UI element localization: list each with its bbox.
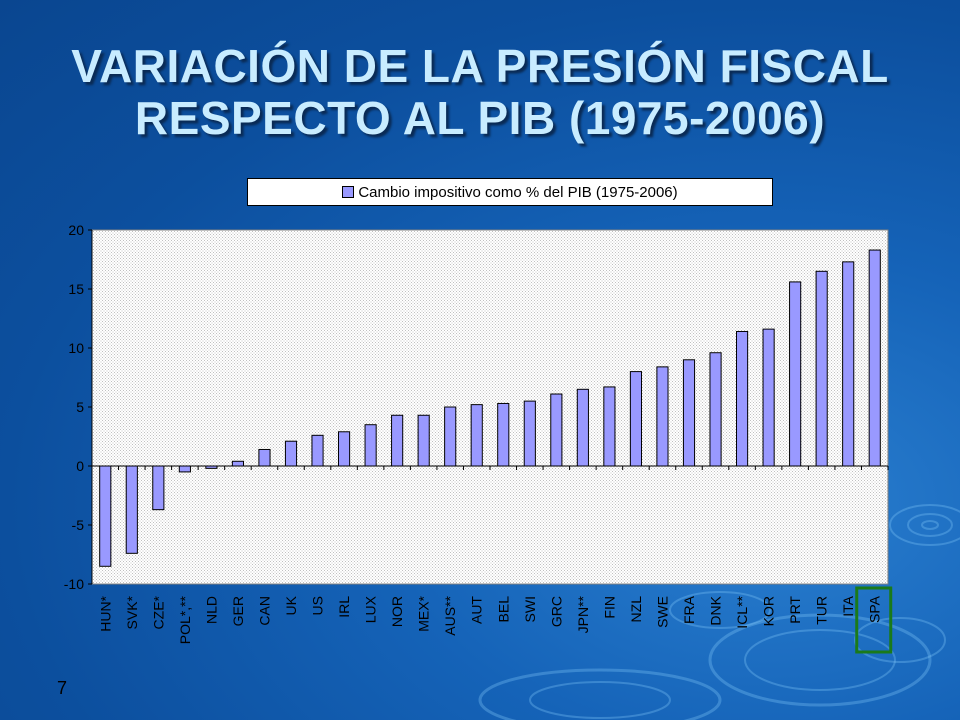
bar-svk xyxy=(125,465,138,554)
y-tick-label: 15 xyxy=(68,281,84,297)
bar-nzl xyxy=(629,371,643,467)
bar-irl xyxy=(337,431,351,467)
x-tick-label: POL*,** xyxy=(177,595,193,644)
plot-area xyxy=(91,229,889,585)
legend-swatch xyxy=(342,186,355,198)
x-tick-label: SVK* xyxy=(124,595,140,629)
bar-uk xyxy=(284,440,298,467)
y-tick-label: 20 xyxy=(68,222,84,238)
bar-spa xyxy=(868,249,881,467)
x-tick-label: LUX xyxy=(363,595,379,623)
bar-ita xyxy=(842,261,855,467)
x-tick-label: SPA xyxy=(867,595,883,623)
x-tick-label: PRT xyxy=(787,596,803,624)
x-tick-label: ITA xyxy=(840,595,856,616)
bar-kor xyxy=(762,328,775,467)
bar-mex xyxy=(417,414,430,467)
x-tick-label: HUN* xyxy=(97,595,113,631)
slide-title-line1: VARIACIÓN DE LA PRESIÓN FISCAL xyxy=(71,40,889,92)
bar-swe xyxy=(656,366,669,467)
bar-dnk xyxy=(709,352,722,467)
x-tick-label: NOR xyxy=(389,596,405,627)
x-tick-label: JPN** xyxy=(575,595,591,633)
x-tick-label: FRA xyxy=(681,595,697,624)
slide-title: VARIACIÓN DE LA PRESIÓN FISCAL RESPECTO … xyxy=(40,40,920,144)
bar-cze xyxy=(152,465,165,511)
x-tick-label: MEX* xyxy=(416,595,432,631)
y-tick-label: 10 xyxy=(68,340,84,356)
y-tick-label: 5 xyxy=(76,399,84,415)
chart-legend: Cambio impositivo como % del PIB (1975-2… xyxy=(247,178,773,206)
x-tick-label: ICL** xyxy=(734,595,750,628)
bar-ger xyxy=(231,460,245,467)
x-tick-label: SWE xyxy=(654,596,670,628)
x-tick-label: CAN xyxy=(256,596,272,626)
bar-aut xyxy=(470,404,483,467)
bar-bel xyxy=(497,402,510,467)
x-tick-label: KOR xyxy=(761,596,777,626)
x-tick-label: CZE* xyxy=(150,595,166,629)
bar-swi xyxy=(523,400,536,467)
x-tick-label: NLD xyxy=(203,596,219,624)
x-tick-label: AUS** xyxy=(442,595,458,635)
bar-fin xyxy=(603,386,616,467)
x-tick-label: IRL xyxy=(336,596,352,618)
bar-fra xyxy=(682,359,696,467)
x-tick-label: GRC xyxy=(548,596,564,627)
bar-nld xyxy=(205,465,218,469)
slide-title-line2: RESPECTO AL PIB (1975-2006) xyxy=(134,92,826,144)
x-tick-label: FIN xyxy=(601,596,617,619)
bar-lux xyxy=(364,424,377,467)
bar-pol xyxy=(178,465,191,473)
bar-us xyxy=(311,434,324,467)
bar-prt xyxy=(789,281,802,467)
bar-aus xyxy=(444,406,457,467)
x-tick-label: SWI xyxy=(522,596,538,622)
x-tick-label: DNK xyxy=(708,595,724,625)
x-tick-label: US xyxy=(310,596,326,615)
x-tick-label: BEL xyxy=(495,596,511,623)
bar-tur xyxy=(815,270,828,467)
bar-icl xyxy=(735,330,749,467)
y-tick-label: -10 xyxy=(64,576,84,592)
highlight-box-spa xyxy=(855,586,893,654)
bar-jpn xyxy=(576,388,589,467)
x-tick-label: AUT xyxy=(469,596,485,624)
slide-number: 7 xyxy=(57,678,68,698)
bar-can xyxy=(258,448,271,467)
y-tick-label: -5 xyxy=(72,517,85,533)
x-tick-label: UK xyxy=(283,595,299,615)
bar-nor xyxy=(391,414,404,467)
y-tick-label: 0 xyxy=(76,458,84,474)
x-tick-label: TUR xyxy=(814,596,830,625)
legend-label: Cambio impositivo como % del PIB (1975-2… xyxy=(358,183,678,201)
x-tick-label: GER xyxy=(230,596,246,626)
bar-grc xyxy=(550,393,563,467)
bar-hun xyxy=(99,465,112,567)
x-tick-label: NZL xyxy=(628,596,644,623)
